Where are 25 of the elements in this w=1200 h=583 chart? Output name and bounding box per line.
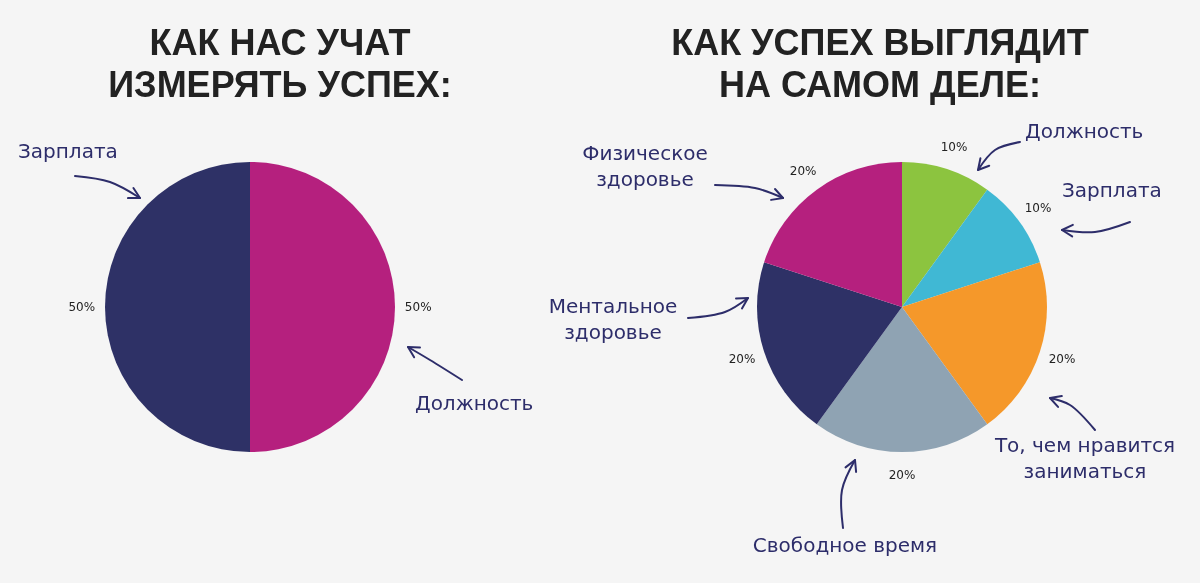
slice-label: Зарплата — [1062, 178, 1162, 202]
pie-slice — [105, 162, 250, 452]
pie-slice — [757, 262, 902, 425]
pie-slice — [902, 262, 1047, 425]
data-label: 50% — [404, 300, 432, 315]
data-label: 20% — [1048, 352, 1076, 367]
data-label: 10% — [940, 140, 968, 155]
chart-title: КАК УСПЕХ ВЫГЛЯДИТ НА САМОМ ДЕЛЕ: — [671, 22, 1089, 105]
data-label: 50% — [68, 300, 96, 315]
slice-label: Свободное время — [752, 533, 938, 557]
pie-slice — [816, 307, 988, 452]
pie-slice — [764, 162, 902, 307]
slice-label: Должность — [1025, 119, 1144, 143]
slice-label: Должность — [415, 391, 534, 415]
data-label: 20% — [789, 164, 817, 179]
data-label: 10% — [1024, 201, 1052, 216]
data-label: 20% — [888, 468, 916, 483]
slice-label: Физическое здоровье — [582, 141, 708, 191]
slice-label: Зарплата — [18, 139, 118, 163]
data-label: 20% — [728, 352, 756, 367]
pie-slice — [902, 162, 988, 307]
slice-label: То, чем нравится заниматься — [993, 433, 1176, 483]
chart-title: КАК НАС УЧАТ ИЗМЕРЯТЬ УСПЕХ: — [108, 22, 452, 105]
pie-slice — [250, 162, 395, 452]
slice-label: Ментальное здоровье — [548, 294, 678, 344]
